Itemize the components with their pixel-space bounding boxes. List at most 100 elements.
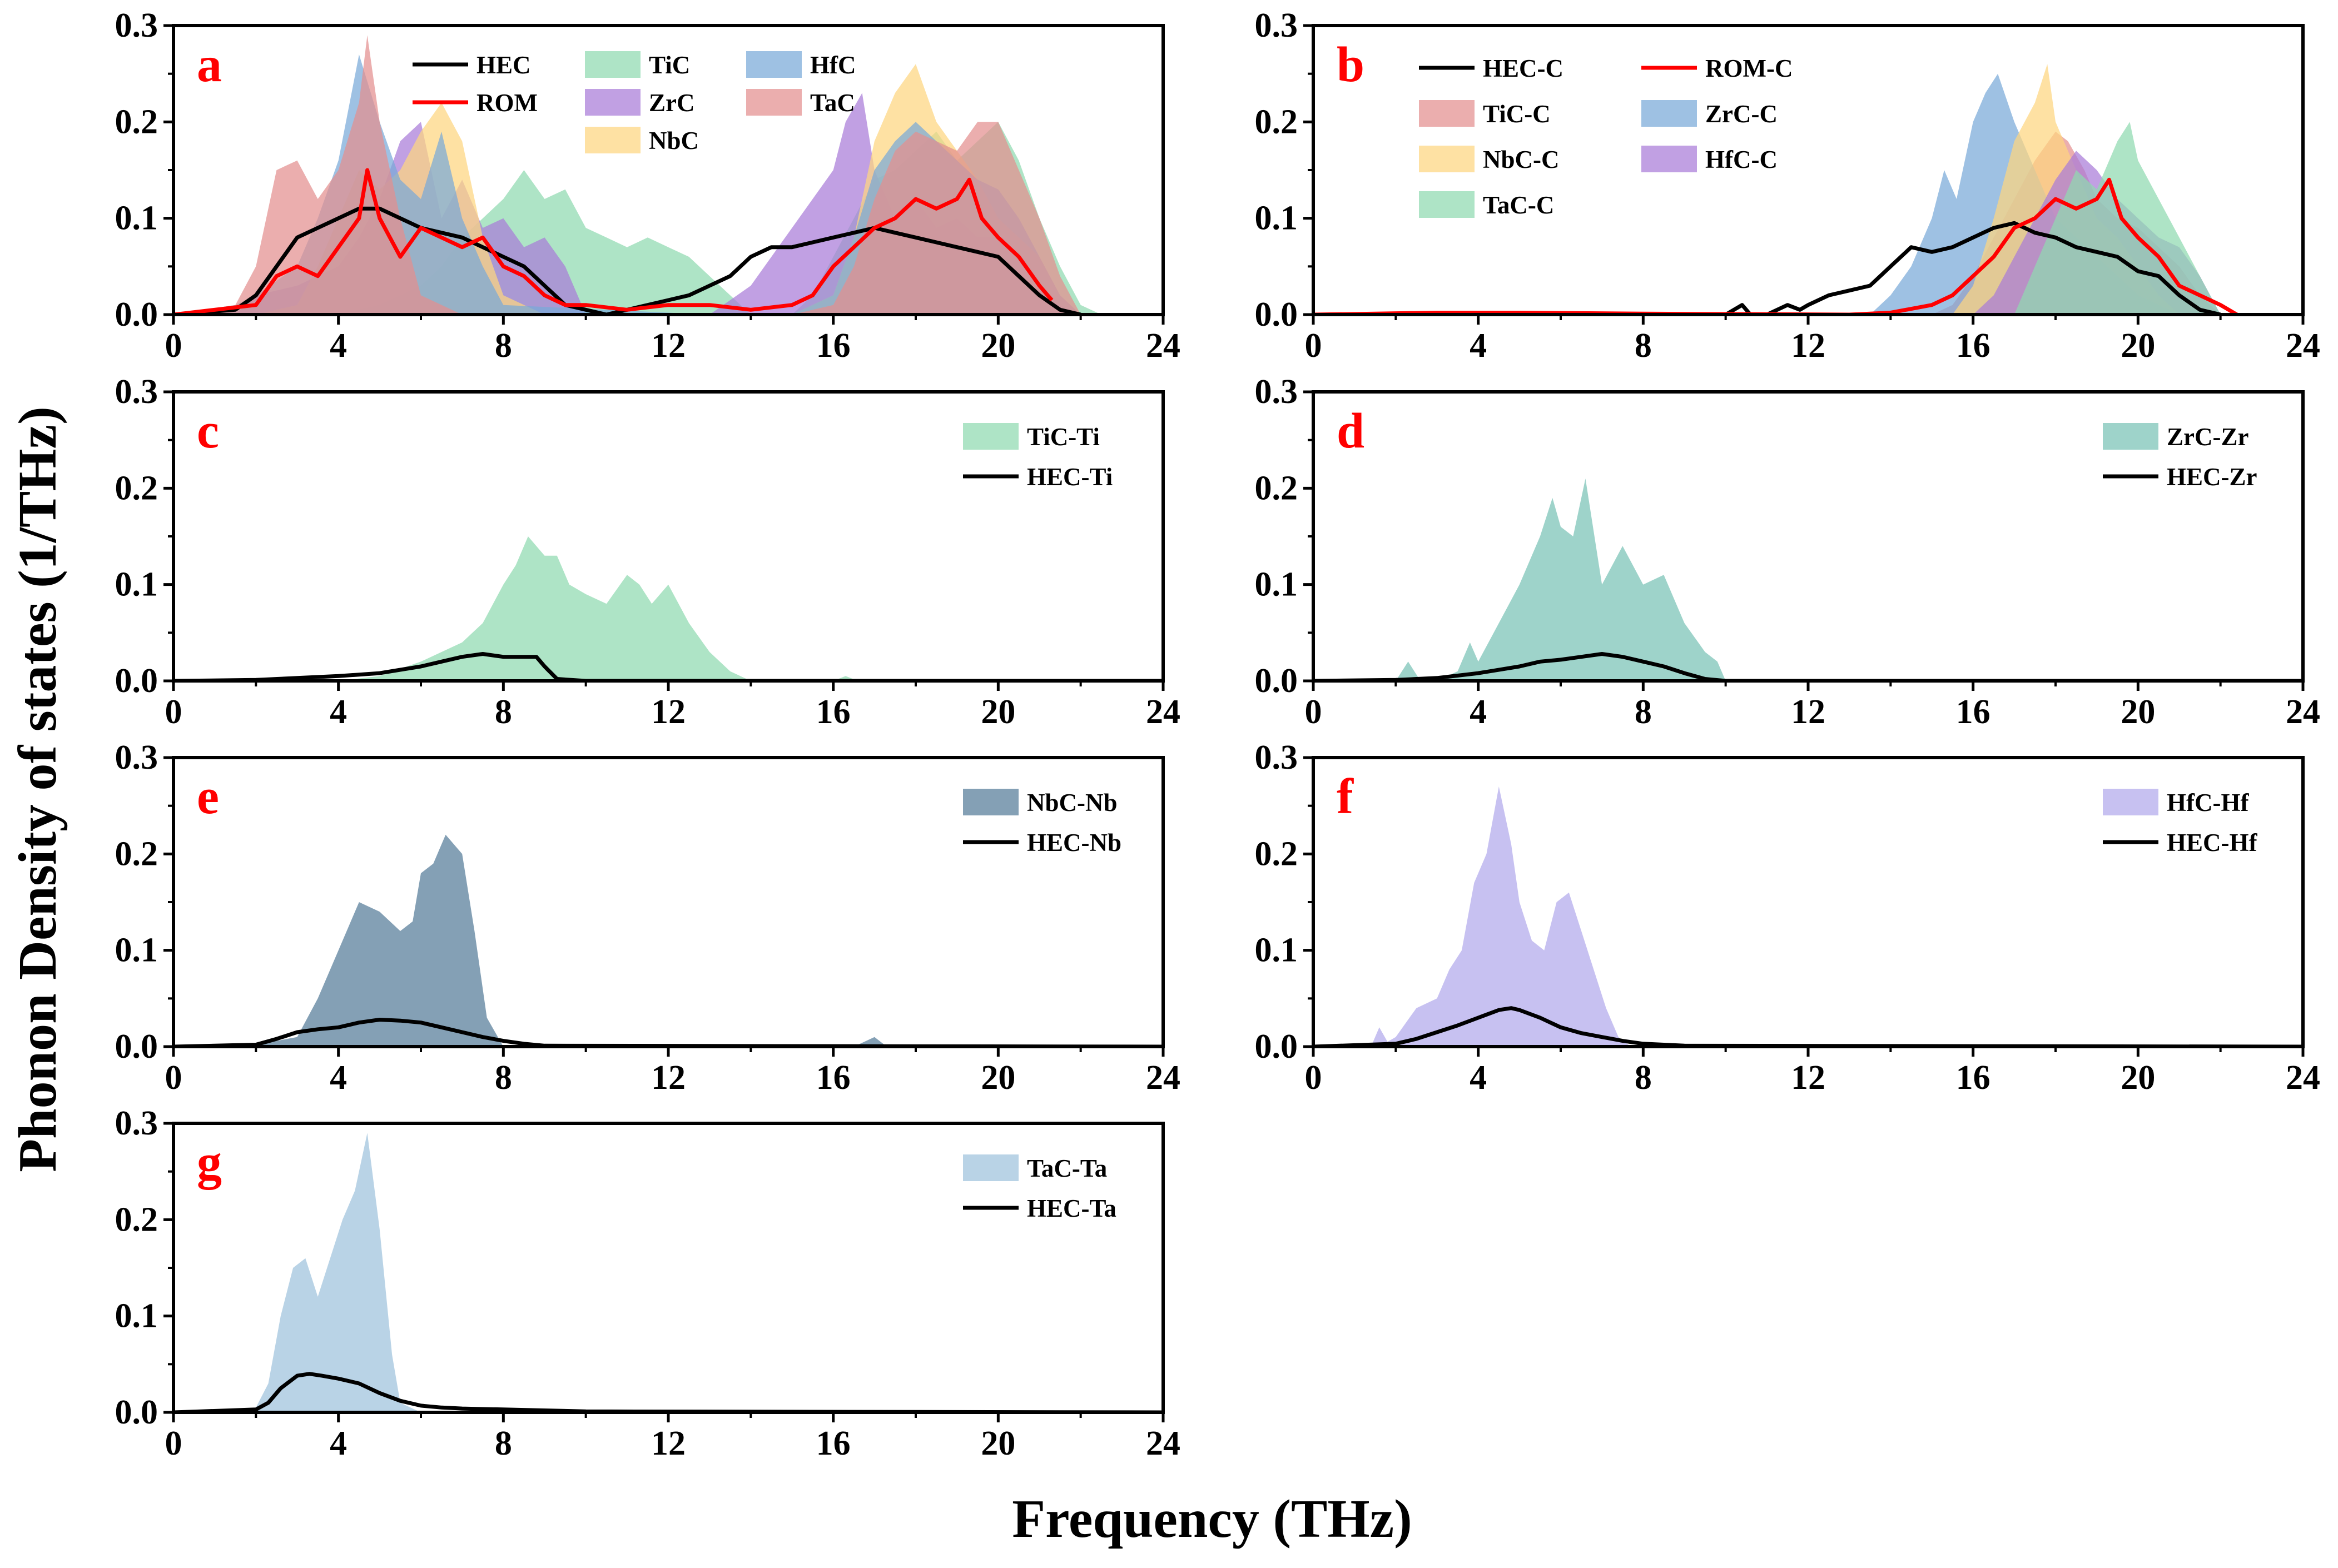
x-tick-label: 16 [816,1425,851,1462]
plot-area [1313,479,2303,681]
legend-swatch [963,1154,1019,1181]
x-tick-label: 24 [2286,1059,2320,1097]
y-tick-label: 0.0 [1255,662,1298,700]
legend-label: ROM [476,89,538,117]
legend-label: NbC-Nb [1027,789,1118,817]
x-tick-label: 24 [2286,327,2320,365]
legend-label: HfC-C [1705,146,1778,173]
line-hec-zr [1313,652,2303,681]
area-tic-ti [173,536,1163,681]
legend-label: HEC-Ta [1027,1194,1116,1222]
panel-letter: d [1337,404,1364,459]
legend-label: HfC [810,51,856,79]
line-hec-nb [173,1018,1163,1047]
legend-label: HEC-Nb [1027,829,1121,857]
legend-swatch [746,51,802,78]
x-tick-label: 4 [1470,1059,1487,1097]
panel-d: 0 4 8 12 16 20 24 0.0 0.1 0.2 0.3 d ZrC-Zr HEC-Zr [1255,373,2321,731]
x-tick-label: 24 [2286,693,2320,731]
x-tick-label: 24 [1146,1425,1180,1462]
area-nbc-nb [173,834,1163,1047]
y-tick-label: 0.3 [115,739,158,776]
x-tick-label: 4 [330,1059,347,1097]
x-tick-label: 0 [165,1059,182,1097]
y-tick-label: 0.0 [1255,1028,1298,1066]
x-tick-label: 4 [330,693,347,731]
legend-swatch [1419,146,1475,172]
y-tick-label: 0.2 [115,103,158,141]
y-tick-label: 0.3 [1255,739,1298,776]
y-tick-label: 0.0 [115,1028,158,1066]
area-zrc-c [1313,73,2180,315]
panel-letter: a [197,37,222,92]
panel-g: 0 4 8 12 16 20 24 0.0 0.1 0.2 0.3 g TaC-Ta HEC-Ta [115,1104,1181,1462]
area-tac [173,35,1081,315]
legend-swatch [585,51,641,78]
legend-label: TiC [649,51,690,79]
x-tick-label: 4 [1470,327,1487,365]
y-tick-label: 0.3 [1255,7,1298,44]
y-tick-label: 0.3 [115,7,158,44]
legend-swatch [746,89,802,116]
panel-b: 0 4 8 12 16 20 24 0.0 0.1 0.2 0.3 b HEC-C TiC-C NbC-C T… [1255,7,2321,365]
legend-label: ZrC-C [1705,100,1778,128]
panels: 0 4 8 12 16 20 24 0.0 0.1 0.2 0.3 a HEC ROM TiC ZrC NbC H… [115,7,2321,1462]
y-tick-label: 0.2 [115,469,158,507]
x-tick-label: 20 [2121,1059,2155,1097]
y-tick-label: 0.2 [115,835,158,873]
line-hec-c [1313,221,2221,315]
y-tick-label: 0.0 [115,662,158,700]
legend-swatch [1641,100,1697,127]
line-rom [173,168,1054,315]
y-tick-label: 0.0 [115,1393,158,1431]
legend-label: ZrC [649,89,695,117]
x-tick-label: 12 [651,1425,686,1462]
x-tick-label: 16 [1956,693,1990,731]
legend-swatch [1419,191,1475,218]
x-tick-label: 12 [1791,693,1825,731]
x-tick-label: 20 [981,327,1015,365]
y-axis-title: Phonon Density of states (1/THz) [8,406,68,1172]
x-tick-label: 4 [1470,693,1487,731]
y-tick-label: 0.2 [1255,835,1298,873]
y-tick-label: 0.1 [1255,932,1298,969]
panel-letter: b [1337,37,1364,92]
x-tick-label: 12 [651,693,686,731]
y-tick-label: 0.1 [1255,566,1298,604]
area-tac-c [1313,122,2221,315]
x-axis-title: Frequency (THz) [1012,1489,1412,1549]
x-tick-label: 16 [816,327,851,365]
x-tick-label: 0 [165,693,182,731]
x-tick-label: 12 [651,1059,686,1097]
plot-area [1313,787,2303,1047]
area-hfc-hf [1313,787,2303,1047]
legend-label: HEC-Hf [2167,829,2258,857]
x-tick-label: 20 [981,1059,1015,1097]
y-tick-label: 0.1 [115,566,158,604]
panel-letter: f [1337,769,1354,824]
x-tick-label: 4 [330,327,347,365]
legend-swatch [585,127,641,153]
line-hec-hf [1313,1006,2303,1047]
x-tick-label: 8 [1635,327,1652,365]
y-tick-label: 0.1 [1255,200,1298,237]
area-zrc-zr [1313,479,2303,681]
plot-area [173,1133,1163,1412]
legend-label: HEC-Ti [1027,463,1113,491]
x-tick-label: 4 [330,1425,347,1462]
line-hec-ta [173,1372,1163,1412]
plot-area [173,536,1163,681]
legend-swatch [1641,146,1697,172]
x-tick-label: 0 [1305,1059,1322,1097]
x-tick-label: 0 [165,327,182,365]
legend-label: HEC [476,51,531,79]
x-tick-label: 12 [651,327,686,365]
x-tick-label: 16 [816,693,851,731]
x-tick-label: 16 [1956,1059,1990,1097]
x-tick-label: 24 [1146,327,1180,365]
x-tick-label: 20 [981,693,1015,731]
panel-letter: c [197,404,219,459]
legend-label: ZrC-Zr [2167,423,2248,451]
area-tac-ta [173,1133,1163,1412]
